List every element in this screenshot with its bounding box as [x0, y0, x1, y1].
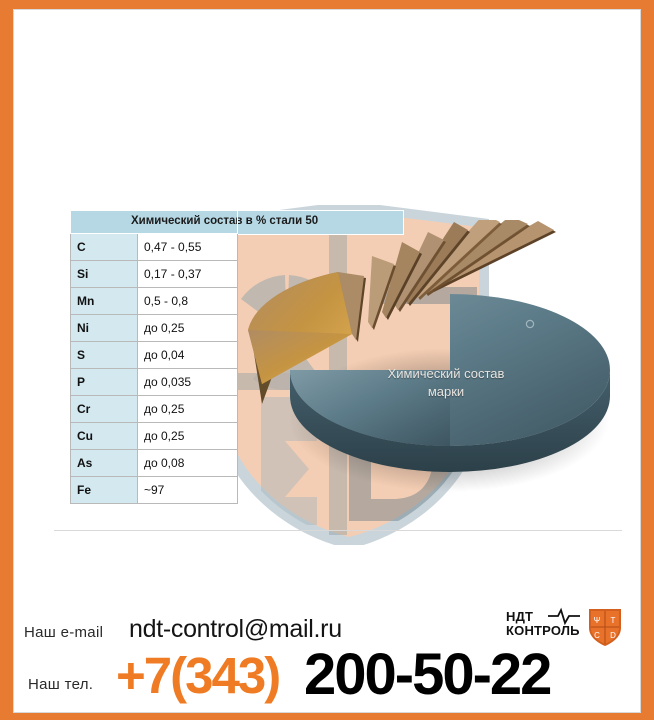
element-value: до 0,08	[137, 449, 238, 477]
element-value: до 0,04	[137, 341, 238, 369]
logo-text: НДТ КОНТРОЛЬ	[506, 610, 580, 638]
table-row: Si 0,17 - 0,37	[70, 260, 238, 288]
element-name: Ni	[70, 314, 138, 342]
element-value: до 0,25	[137, 395, 238, 423]
table-row: As до 0,08	[70, 449, 238, 477]
element-name: Cu	[70, 422, 138, 450]
chemical-composition-table: C 0,47 - 0,55 Si 0,17 - 0,37 Mn 0,5 - 0,…	[70, 210, 238, 504]
email-label: Наш e-mail	[24, 624, 104, 641]
table-header-row	[71, 211, 238, 234]
logo-line2: КОНТРОЛЬ	[506, 623, 580, 638]
element-value: ~97	[137, 476, 238, 504]
element-name: Cr	[70, 395, 138, 423]
table-row: Fe ~97	[70, 476, 238, 504]
element-name: Fe	[70, 476, 138, 504]
logo-line1: НДТ	[506, 609, 534, 624]
svg-text:D: D	[610, 631, 616, 640]
element-name: P	[70, 368, 138, 396]
table-row: Cu до 0,25	[70, 422, 238, 450]
phone-number[interactable]: 200-50-22	[304, 642, 552, 707]
page-sheet: Химический состав марки Химический соста…	[14, 10, 640, 712]
table-body: C 0,47 - 0,55 Si 0,17 - 0,37 Mn 0,5 - 0,…	[70, 211, 238, 504]
element-value: 0,5 - 0,8	[137, 287, 238, 315]
element-name: S	[70, 341, 138, 369]
waveform-icon	[548, 607, 580, 626]
content-block: Химический состав марки Химический соста…	[54, 200, 622, 532]
element-value: до 0,25	[137, 422, 238, 450]
pie-marker-dot	[525, 319, 535, 329]
element-name: As	[70, 449, 138, 477]
table-row: C 0,47 - 0,55	[70, 233, 238, 261]
email-address[interactable]: ndt-control@mail.ru	[129, 615, 342, 643]
svg-text:Ψ: Ψ	[594, 616, 601, 625]
company-logo[interactable]: НДТ КОНТРОЛЬ Ψ T	[506, 606, 636, 650]
footer: Наш e-mail ndt-control@mail.ru Наш тел. …	[14, 598, 640, 712]
content-divider	[54, 530, 622, 531]
element-name: Mn	[70, 287, 138, 315]
element-value: до 0,25	[137, 314, 238, 342]
element-name: C	[70, 233, 138, 261]
svg-text:C: C	[594, 631, 600, 640]
shield-icon: Ψ T C D	[589, 609, 621, 646]
svg-text:T: T	[611, 616, 616, 625]
table-row: Ni до 0,25	[70, 314, 238, 342]
pie-chart	[234, 214, 614, 510]
table-row: Cr до 0,25	[70, 395, 238, 423]
element-value: 0,47 - 0,55	[137, 233, 238, 261]
element-value: 0,17 - 0,37	[137, 260, 238, 288]
phone-area-code: +7(343)	[116, 647, 281, 704]
table-row: S до 0,04	[70, 341, 238, 369]
phone-label: Наш тел.	[28, 676, 94, 693]
table-row: P до 0,035	[70, 368, 238, 396]
table-row: Mn 0,5 - 0,8	[70, 287, 238, 315]
element-name: Si	[70, 260, 138, 288]
element-value: до 0,035	[137, 368, 238, 396]
